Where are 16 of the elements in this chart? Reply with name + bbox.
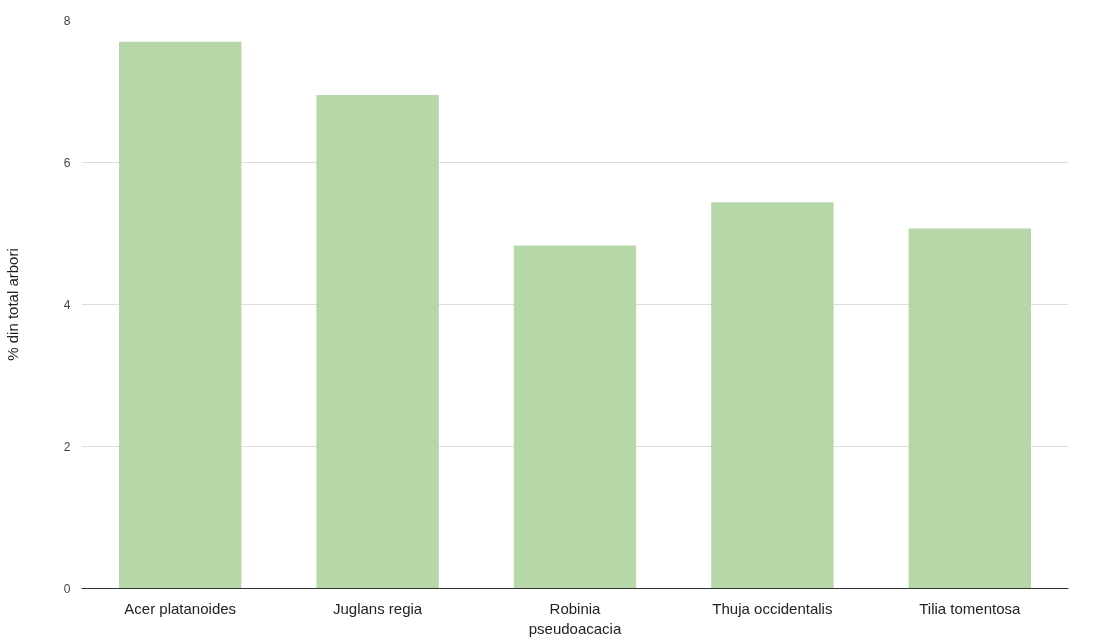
y-tick-label: 4 — [63, 298, 71, 312]
y-tick-label: 0 — [63, 582, 71, 596]
y-axis-title: % din total arbori — [3, 248, 21, 361]
bar — [316, 95, 439, 589]
y-tick-label: 2 — [63, 440, 71, 454]
x-tick-label: Tilia tomentosa — [919, 599, 1022, 617]
x-tick-label: Thuja occidentalis — [712, 599, 833, 617]
x-tick-label: Acer platanoides — [124, 599, 237, 617]
bar — [711, 202, 834, 589]
bar — [908, 228, 1031, 589]
bar — [513, 245, 637, 589]
bar — [119, 41, 242, 589]
y-tick-label: 6 — [63, 156, 71, 170]
y-tick-label: 8 — [63, 14, 71, 28]
x-tick-label: Robinia pseudoacacia — [528, 599, 622, 637]
x-tick-label: Juglans regia — [332, 599, 423, 617]
